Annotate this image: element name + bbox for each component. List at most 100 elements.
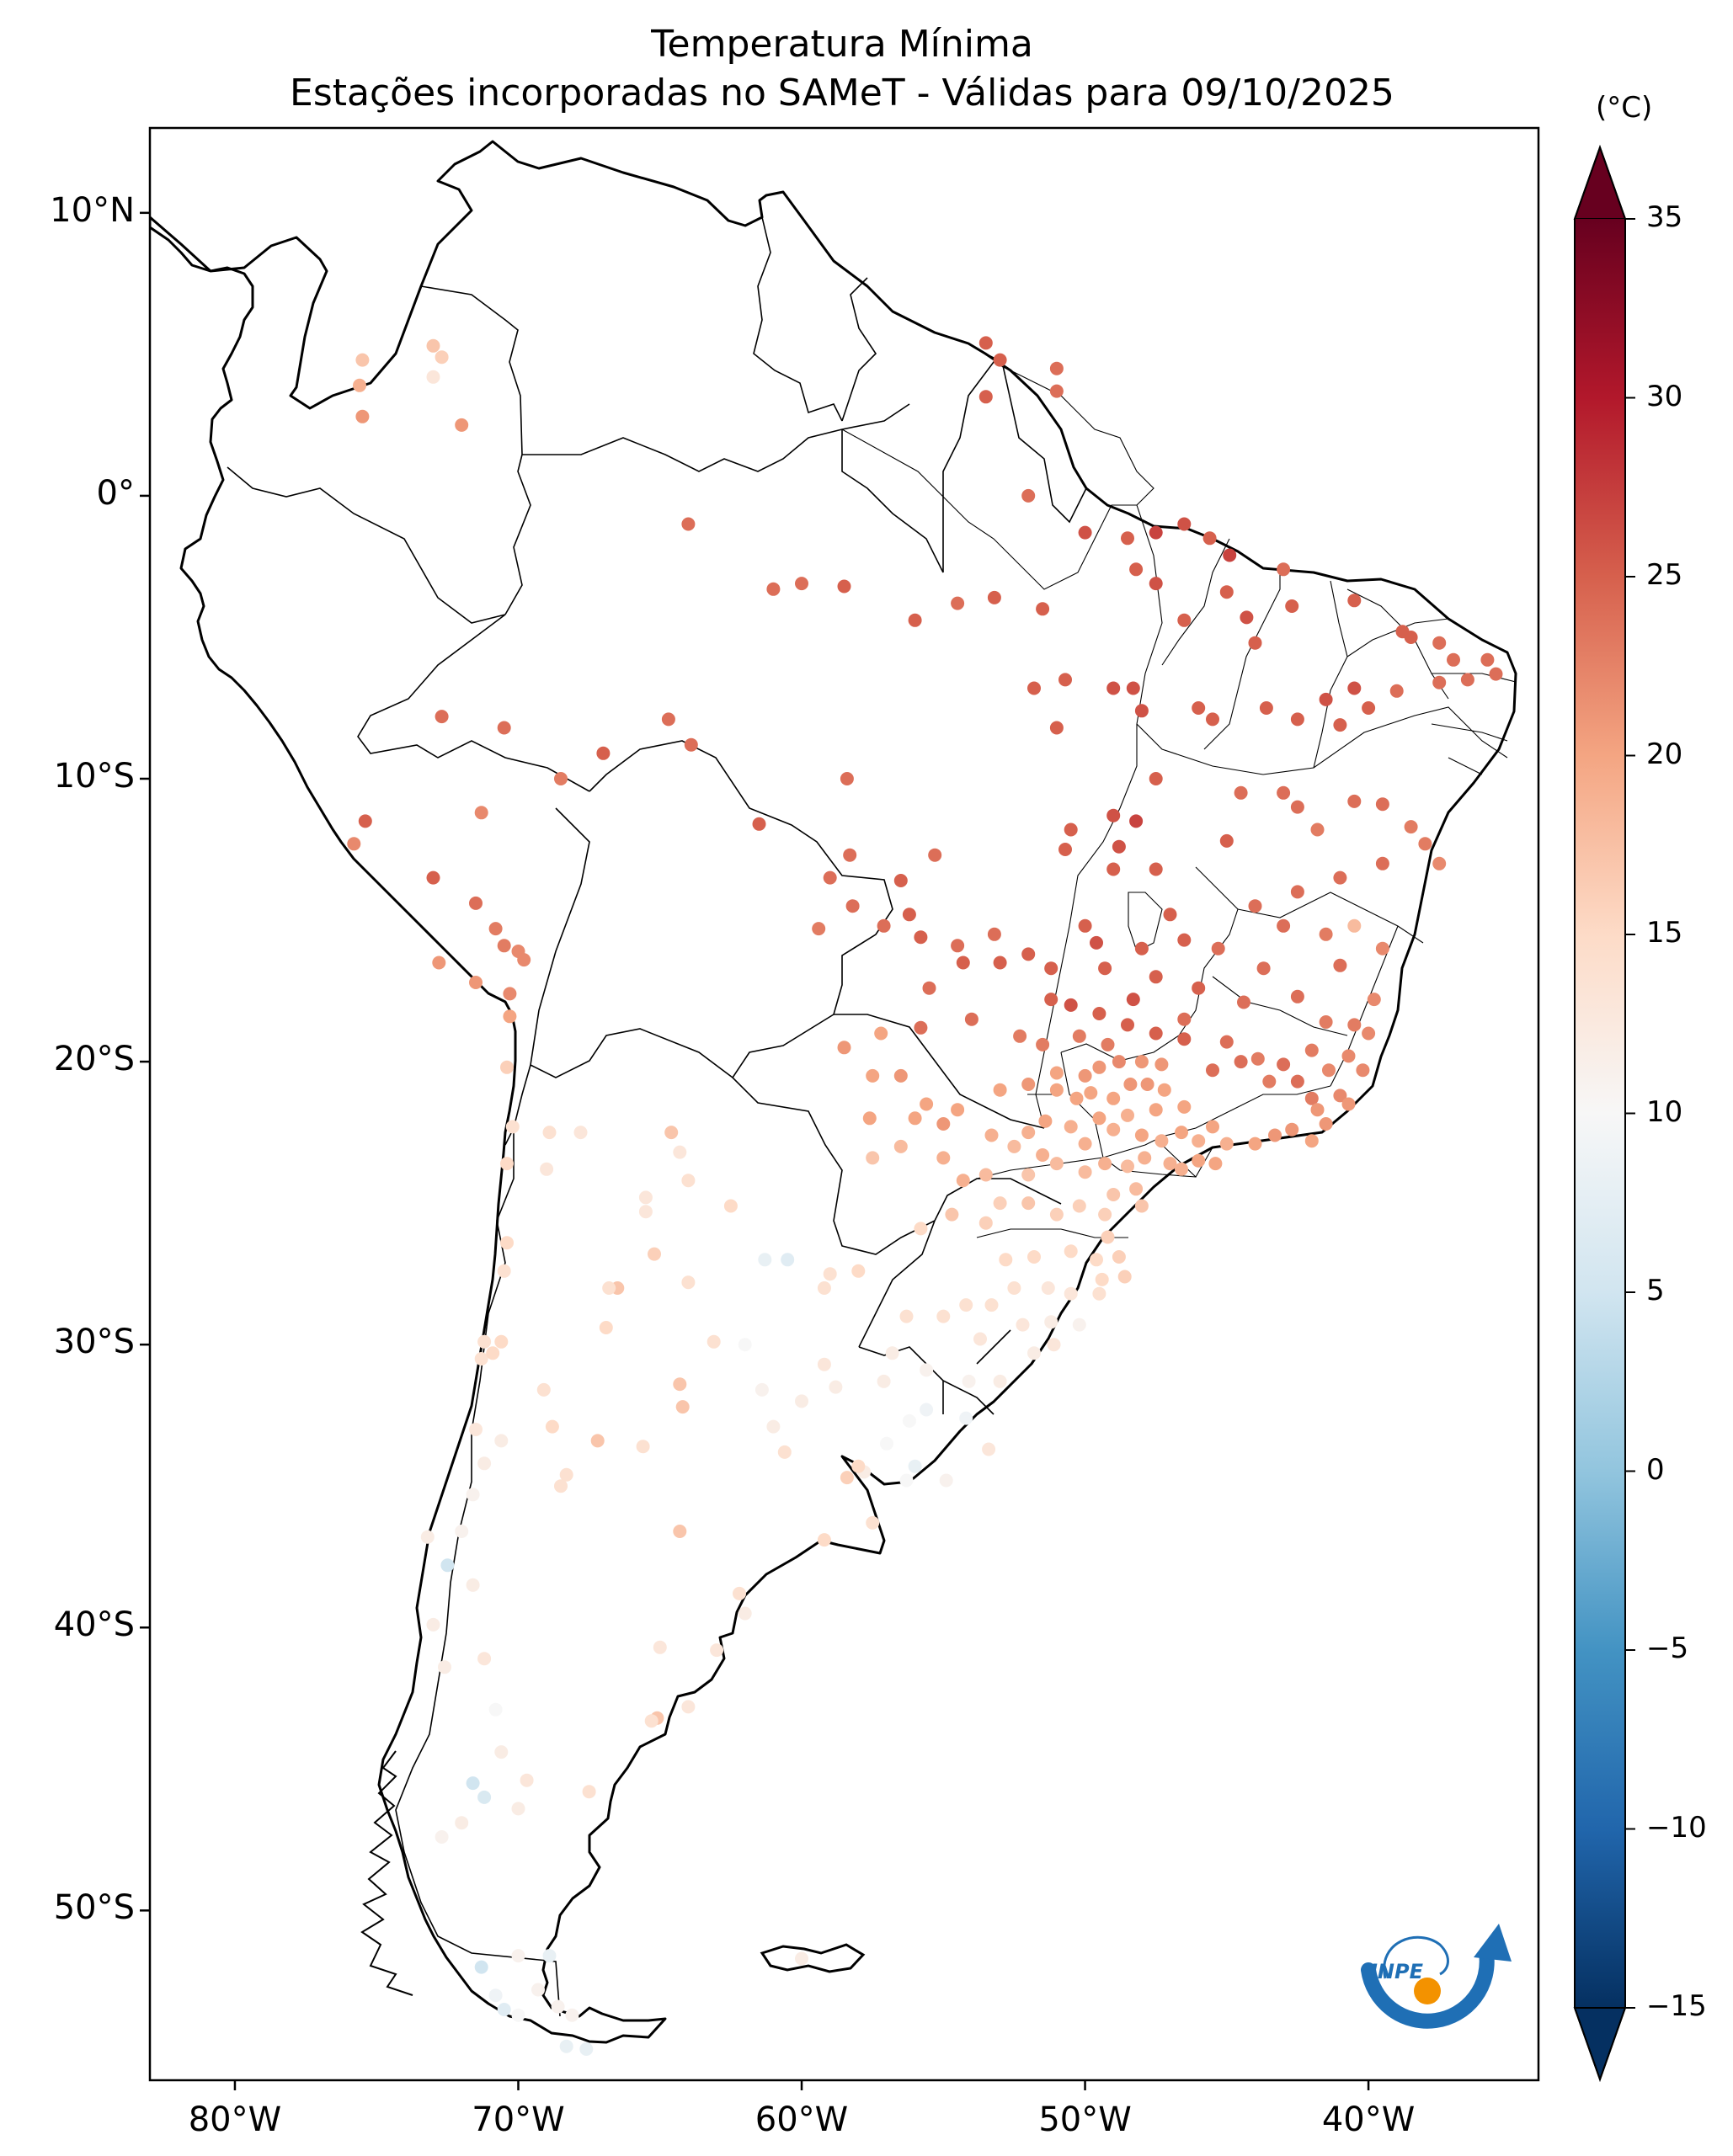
station-marker [1134,1055,1149,1069]
station-marker [347,837,361,851]
station-marker [1126,993,1140,1007]
station-marker [1319,1117,1333,1131]
station-marker [505,1120,520,1134]
station-marker [1092,1060,1106,1074]
station-marker [551,1999,565,2014]
station-marker [426,370,440,384]
station-marker [1277,1057,1291,1072]
station-marker [914,1222,928,1236]
station-marker [823,1267,837,1281]
station-marker [1375,941,1389,956]
station-marker [993,1374,1007,1388]
station-marker [1121,1159,1134,1174]
station-marker [1044,961,1058,976]
station-marker [1418,837,1432,851]
station-marker [1206,712,1219,727]
station-marker [455,418,469,432]
station-marker [1121,1018,1134,1032]
chile-fjords [360,1750,413,1996]
station-marker [851,1459,866,1473]
station-marker [837,579,851,594]
station-marker [1072,1318,1086,1332]
station-marker [469,1423,483,1436]
station-marker [908,613,922,627]
station-marker [488,1988,503,2003]
station-marker [477,1456,492,1471]
station-marker [956,956,970,970]
colorbar-tick-label: 25 [1646,558,1683,592]
station-marker [1175,1162,1188,1176]
station-marker [1121,1108,1134,1122]
station-marker [1206,1120,1219,1134]
station-marker [1206,1063,1219,1078]
station-marker [978,1216,993,1230]
station-marker [540,1162,554,1176]
station-marker [1248,636,1262,650]
station-marker [1304,1043,1319,1057]
station-marker [922,981,936,995]
station-marker [1149,862,1163,876]
station-marker [1021,947,1036,961]
station-marker [1211,941,1225,956]
station-marker [823,870,837,885]
station-marker [1101,1037,1115,1051]
station-marker [1036,1148,1050,1162]
station-marker [851,1264,866,1278]
station-marker [1123,1078,1138,1091]
station-marker [1092,1111,1106,1126]
station-marker [1007,1281,1021,1295]
station-marker [964,1012,978,1026]
station-marker [1106,1188,1121,1201]
station-marker [984,1128,999,1142]
station-marker [554,772,568,785]
station-marker [466,1488,480,1502]
station-marker [1101,1230,1115,1244]
station-marker [353,378,366,392]
station-marker [644,1714,659,1728]
station-marker [1058,843,1072,856]
station-marker [987,927,1001,941]
station-marker [542,1949,557,1963]
station-marker [1098,1157,1112,1171]
lat-tick-label: 40°S [53,1605,135,1645]
station-marker [959,1298,973,1312]
station-marker [1290,989,1304,1003]
station-marker [1177,1099,1192,1114]
station-marker [1333,1089,1347,1103]
station-marker [1375,797,1389,812]
station-marker [1044,1315,1058,1329]
station-marker [582,1785,596,1799]
station-marker [1290,885,1304,899]
station-marker [993,956,1007,970]
station-marker [494,1745,509,1759]
station-marker [1290,712,1304,727]
station-marker [885,1346,899,1360]
colorbar-unit-label: (°C) [1596,91,1653,125]
station-marker [1262,1074,1277,1089]
station-marker [1064,822,1078,837]
station-marker [435,710,449,724]
station-marker [1047,1338,1061,1352]
station-marker [1460,673,1474,687]
colorbar-gradient [1575,219,1625,2008]
station-marker [599,1321,613,1334]
station-marker [1072,1029,1086,1043]
station-marker [1432,856,1447,870]
station-marker [542,1126,557,1140]
station-marker [795,577,808,591]
map-frame [148,126,1540,2082]
station-marker [1098,961,1112,976]
inpe-logo-arrow-icon [1474,1924,1512,1962]
station-marker [1341,1097,1356,1111]
station-marker [1106,808,1121,822]
lat-tick-label: 30°S [53,1323,135,1362]
station-marker [673,1525,687,1538]
station-marker [477,1790,492,1804]
station-marker [1290,1074,1304,1089]
station-marker [500,1157,514,1171]
station-marker [455,1816,469,1830]
coastline [150,140,1517,2044]
station-marker [880,1436,893,1451]
colorbar-tick-label: −15 [1646,1989,1707,2023]
